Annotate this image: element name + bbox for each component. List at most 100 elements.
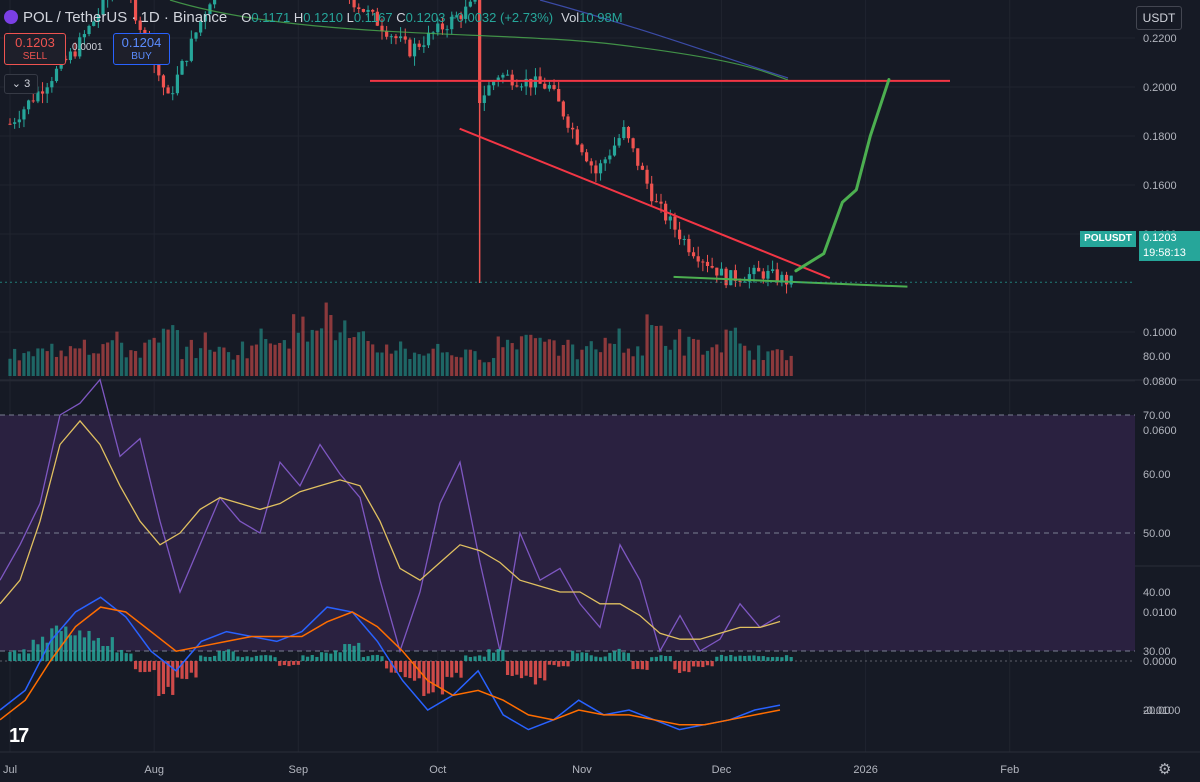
macd-histogram-bar [324, 652, 328, 661]
price-tick-label: 0.1800 [1143, 131, 1177, 143]
candle-body [213, 0, 217, 5]
volume-bar [710, 347, 714, 376]
volume-bar [31, 356, 35, 376]
sell-button[interactable]: 0.1203 SELL [4, 33, 66, 65]
candle-body [543, 83, 547, 89]
indicators-toggle[interactable]: ⌄ 3 [4, 74, 38, 94]
volume-bar [213, 351, 217, 376]
macd-histogram-bar [775, 656, 779, 661]
candle-body [743, 281, 747, 283]
candle-body [612, 145, 617, 156]
macd-histogram-bar [761, 656, 765, 661]
volume-bar [636, 346, 640, 376]
candle-body [571, 127, 575, 130]
candle-body [561, 101, 565, 117]
volume-bar [422, 355, 426, 376]
macd-histogram-bar [268, 655, 272, 661]
volume-bar [185, 346, 189, 376]
macd-histogram-bar [622, 652, 626, 661]
volume-bar [454, 356, 458, 376]
volume-bar [440, 352, 445, 376]
candle-body [375, 11, 379, 26]
macd-histogram-bar [199, 655, 203, 661]
volume-bar [124, 357, 128, 376]
volume-bar [417, 354, 421, 376]
macd-histogram-bar [580, 652, 584, 661]
volume-bar [757, 345, 761, 376]
volume-bar [701, 354, 705, 376]
volume-bar [68, 346, 73, 376]
volume-bar [175, 330, 179, 376]
volume-bar [464, 349, 468, 376]
volume-bar [352, 337, 356, 376]
volume-bar [589, 341, 593, 376]
time-tick-label: 2026 [853, 764, 877, 776]
candle-body [68, 51, 73, 61]
last-price: 0.1203 [1143, 232, 1177, 244]
rsi-line [0, 378, 781, 654]
volume-bar [13, 348, 17, 376]
volume-bar [598, 352, 603, 376]
volume-bar [543, 341, 547, 376]
volume-value: 10.98M [579, 9, 623, 25]
macd-histogram-bar [529, 661, 533, 678]
macd-histogram-bar [678, 661, 682, 673]
macd-histogram-bar [436, 661, 440, 687]
candle-body [691, 252, 696, 257]
rsi-pane [0, 378, 781, 654]
volume-bar [784, 360, 789, 376]
macd-histogram-bar [705, 661, 710, 666]
macd-histogram-bar [22, 649, 26, 661]
macd-tick-label: 0.0100 [1143, 607, 1177, 619]
volume-bar [319, 328, 324, 376]
volume-bar [115, 331, 119, 376]
volume-bar [287, 348, 291, 376]
volume-bar [408, 359, 412, 376]
price-tick-label: 0.0600 [1143, 425, 1177, 437]
volume-bar [766, 351, 770, 376]
symbol-title[interactable]: POL / TetherUS · 1D · Binance [23, 8, 228, 26]
candle-body [696, 256, 700, 262]
tradingview-logo-icon[interactable]: 17 [9, 725, 29, 747]
macd-histogram-bar [478, 655, 482, 661]
macd-pane [0, 596, 1135, 731]
time-tick-label: Feb [1000, 764, 1019, 776]
candle-body [738, 280, 742, 282]
symbol-header[interactable]: POL / TetherUS · 1D · Binance O0.1171 H0… [4, 5, 623, 29]
macd-histogram-bar [533, 661, 538, 685]
macd-histogram-bar [482, 656, 486, 661]
bar-countdown: 19:58:13 [1143, 247, 1186, 259]
macd-histogram-bar [608, 652, 612, 661]
volume-bar [580, 349, 584, 376]
rsi-tick-label: 70.00 [1143, 410, 1171, 422]
volume-bar [696, 339, 700, 376]
buy-button[interactable]: 0.1204 BUY [113, 33, 170, 65]
volume-bar [22, 353, 26, 376]
volume-bar [436, 343, 440, 376]
macd-histogram-bar [612, 651, 617, 661]
volume-bar [654, 325, 658, 376]
volume-bar [306, 341, 310, 376]
volume-bar [73, 348, 77, 376]
volume-bar [101, 344, 105, 376]
candle-body [143, 29, 147, 35]
macd-histogram-bar [27, 653, 31, 661]
candle-body [701, 261, 705, 263]
volume-bar [533, 338, 538, 376]
candle-body [780, 274, 784, 283]
settings-gear-icon[interactable]: ⚙ [1158, 761, 1172, 778]
volume-bar [617, 328, 621, 376]
candle-body [166, 87, 170, 94]
volume-bar [64, 356, 68, 376]
candle-body [50, 81, 54, 88]
volume-bar [510, 343, 514, 376]
macd-histogram-bar [40, 636, 45, 661]
drawings[interactable] [0, 78, 1135, 288]
candle-body [403, 36, 407, 40]
macd-histogram-bar [101, 645, 105, 661]
currency-selector[interactable]: USDT [1136, 6, 1182, 30]
candle-body [408, 39, 412, 57]
buy-label: BUY [131, 51, 152, 62]
